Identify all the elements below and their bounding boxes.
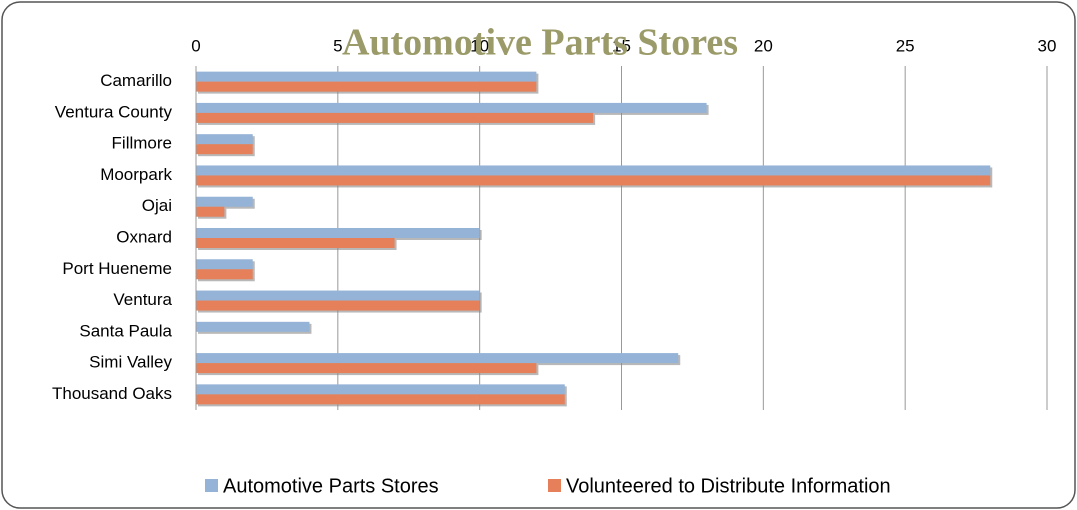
- bar: [196, 206, 225, 217]
- x-tick-label: 15: [612, 36, 631, 55]
- bar: [196, 134, 253, 145]
- legend-swatch: [548, 479, 561, 492]
- y-tick-label: Santa Paula: [79, 321, 172, 340]
- bar: [196, 175, 991, 186]
- x-tick-label: 20: [754, 36, 773, 55]
- y-tick-label: Oxnard: [116, 227, 172, 246]
- bar: [196, 238, 395, 248]
- bar: [196, 363, 537, 374]
- y-tick-label: Fillmore: [112, 134, 172, 153]
- bar: [196, 321, 310, 332]
- y-tick-label: Moorpark: [100, 165, 172, 184]
- legend-label: Automotive Parts Stores: [223, 475, 439, 497]
- x-tick-label: 30: [1038, 36, 1057, 55]
- y-tick-label: Ventura County: [55, 102, 173, 121]
- legend-label: Volunteered to Distribute Information: [566, 475, 891, 497]
- bar: [196, 165, 991, 176]
- bar: [196, 269, 253, 280]
- bar: [196, 300, 480, 311]
- bar: [196, 353, 679, 364]
- bar: [196, 102, 707, 113]
- x-tick-label: 10: [470, 36, 489, 55]
- bar: [196, 259, 253, 270]
- bar: [196, 394, 565, 405]
- y-tick-label: Simi Valley: [89, 353, 172, 372]
- x-tick-label: 0: [191, 36, 200, 55]
- y-tick-label: Ventura: [113, 290, 172, 309]
- bar: [196, 144, 253, 155]
- y-tick-label: Ojai: [142, 196, 172, 215]
- y-tick-label: Port Hueneme: [62, 259, 172, 278]
- bar: [196, 228, 480, 238]
- bar: [196, 196, 253, 207]
- bar: [196, 71, 537, 82]
- y-tick-label: Camarillo: [100, 71, 172, 90]
- bar: [196, 384, 565, 395]
- legend-swatch: [205, 479, 218, 492]
- y-tick-label: Thousand Oaks: [52, 384, 172, 403]
- bar: [196, 290, 480, 301]
- bar: [196, 112, 594, 123]
- x-tick-label: 5: [333, 36, 342, 55]
- chart-title: Automotive Parts Stores: [342, 22, 738, 64]
- bar: [196, 81, 537, 92]
- x-tick-label: 25: [896, 36, 915, 55]
